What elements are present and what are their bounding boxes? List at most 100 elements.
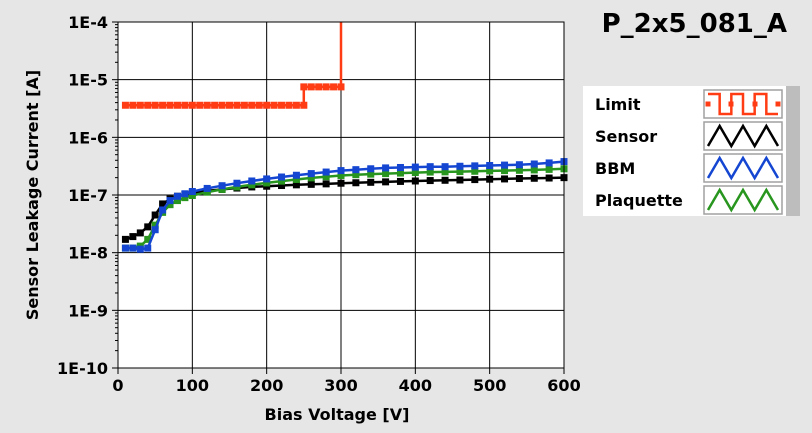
legend-line-limit bbox=[708, 92, 778, 116]
data-point-sensor bbox=[129, 233, 137, 241]
data-point-sensor bbox=[501, 175, 509, 183]
data-point-limit bbox=[144, 101, 152, 109]
data-point-plaquette bbox=[486, 167, 494, 175]
data-point-plaquette bbox=[322, 173, 330, 181]
legend: Limit Sensor BBM Plaquette bbox=[583, 86, 800, 216]
data-point-sensor bbox=[486, 175, 494, 183]
data-point-bbm bbox=[545, 159, 553, 167]
y-tick-label: 1E-10 bbox=[57, 359, 108, 378]
data-point-limit bbox=[218, 101, 226, 109]
data-point-limit bbox=[173, 101, 181, 109]
data-point-bbm bbox=[121, 244, 129, 252]
legend-line-bbm bbox=[706, 155, 780, 181]
data-point-limit bbox=[300, 101, 308, 109]
data-point-limit bbox=[121, 101, 129, 109]
data-point-plaquette bbox=[545, 165, 553, 173]
data-point-limit bbox=[136, 101, 144, 109]
data-point-plaquette bbox=[151, 221, 159, 229]
data-point-bbm bbox=[144, 244, 152, 252]
data-point-sensor bbox=[337, 179, 345, 187]
data-point-sensor bbox=[545, 174, 553, 182]
data-point-bbm bbox=[426, 163, 434, 171]
legend-marker-limit bbox=[752, 101, 758, 107]
data-point-plaquette bbox=[426, 168, 434, 176]
data-point-sensor bbox=[396, 177, 404, 185]
data-point-plaquette bbox=[263, 179, 271, 187]
data-point-bbm bbox=[382, 164, 390, 172]
x-tick-label: 0 bbox=[112, 376, 123, 395]
x-tick-label: 500 bbox=[473, 376, 506, 395]
data-point-bbm bbox=[515, 161, 523, 169]
x-axis: 0 100 200 300 400 500 600 bbox=[112, 368, 581, 395]
data-point-bbm bbox=[248, 177, 256, 185]
data-point-limit bbox=[181, 101, 189, 109]
data-point-plaquette bbox=[181, 194, 189, 202]
data-point-bbm bbox=[129, 244, 137, 252]
data-point-limit bbox=[226, 101, 233, 109]
data-point-plaquette bbox=[248, 181, 256, 189]
data-point-sensor bbox=[441, 176, 449, 184]
y-tick-label: 1E-9 bbox=[68, 301, 108, 320]
data-point-bbm bbox=[233, 179, 241, 187]
legend-label-plaquette: Plaquette bbox=[595, 191, 683, 210]
data-point-bbm bbox=[411, 163, 419, 171]
data-point-sensor bbox=[159, 200, 167, 208]
data-point-sensor bbox=[411, 177, 419, 185]
data-point-plaquette bbox=[307, 174, 315, 182]
data-point-sensor bbox=[471, 176, 479, 184]
data-point-sensor bbox=[367, 178, 375, 186]
data-point-sensor bbox=[322, 180, 330, 188]
legend-marker-limit bbox=[775, 101, 781, 107]
data-point-limit bbox=[188, 101, 196, 109]
data-point-plaquette bbox=[441, 168, 449, 176]
chart-title: P_2x5_081_A bbox=[602, 9, 787, 39]
x-tick-label: 400 bbox=[399, 376, 432, 395]
data-point-limit bbox=[270, 101, 278, 109]
data-point-bbm bbox=[173, 192, 181, 200]
data-point-limit bbox=[330, 83, 338, 91]
data-point-bbm bbox=[218, 182, 226, 190]
data-point-limit bbox=[248, 101, 256, 109]
series-limit bbox=[121, 22, 345, 109]
data-point-limit bbox=[159, 101, 167, 109]
data-point-limit bbox=[263, 101, 271, 109]
data-point-limit bbox=[307, 83, 315, 91]
data-point-bbm bbox=[181, 190, 189, 198]
data-point-bbm bbox=[337, 167, 345, 175]
data-point-plaquette bbox=[515, 166, 523, 174]
data-point-limit bbox=[166, 101, 174, 109]
y-axis-title: Sensor Leakage Current [A] bbox=[23, 70, 42, 320]
series-plaquette bbox=[121, 165, 568, 252]
data-point-limit bbox=[196, 101, 204, 109]
data-point-sensor bbox=[136, 229, 144, 237]
data-point-limit bbox=[292, 101, 300, 109]
data-point-bbm bbox=[278, 173, 286, 181]
data-point-limit bbox=[337, 83, 345, 91]
data-point-sensor bbox=[352, 179, 360, 187]
data-point-plaquette bbox=[530, 166, 538, 174]
data-point-limit bbox=[322, 83, 330, 91]
data-point-plaquette bbox=[337, 171, 345, 179]
data-point-bbm bbox=[352, 166, 360, 174]
y-tick-label: 1E-6 bbox=[68, 128, 108, 147]
y-tick-label: 1E-8 bbox=[68, 244, 108, 263]
data-point-plaquette bbox=[456, 168, 464, 176]
data-point-limit bbox=[285, 101, 293, 109]
data-point-limit bbox=[151, 101, 159, 109]
data-point-bbm bbox=[292, 171, 300, 179]
legend-marker-limit bbox=[705, 101, 711, 107]
legend-entries: Limit Sensor BBM Plaquette bbox=[595, 89, 783, 215]
x-tick-label: 300 bbox=[324, 376, 357, 395]
data-point-limit bbox=[211, 101, 219, 109]
data-point-sensor bbox=[151, 211, 159, 219]
series-bbm bbox=[121, 158, 568, 253]
data-point-sensor bbox=[530, 174, 538, 182]
data-point-bbm bbox=[188, 187, 196, 195]
y-axis: 1E-10 1E-9 1E-8 1E-7 1E-6 1E-5 1E-4 bbox=[57, 13, 118, 378]
data-point-sensor bbox=[456, 176, 464, 184]
legend-label-bbm: BBM bbox=[595, 159, 635, 178]
data-point-plaquette bbox=[203, 188, 211, 196]
data-point-bbm bbox=[136, 245, 144, 253]
data-point-bbm bbox=[166, 197, 174, 205]
